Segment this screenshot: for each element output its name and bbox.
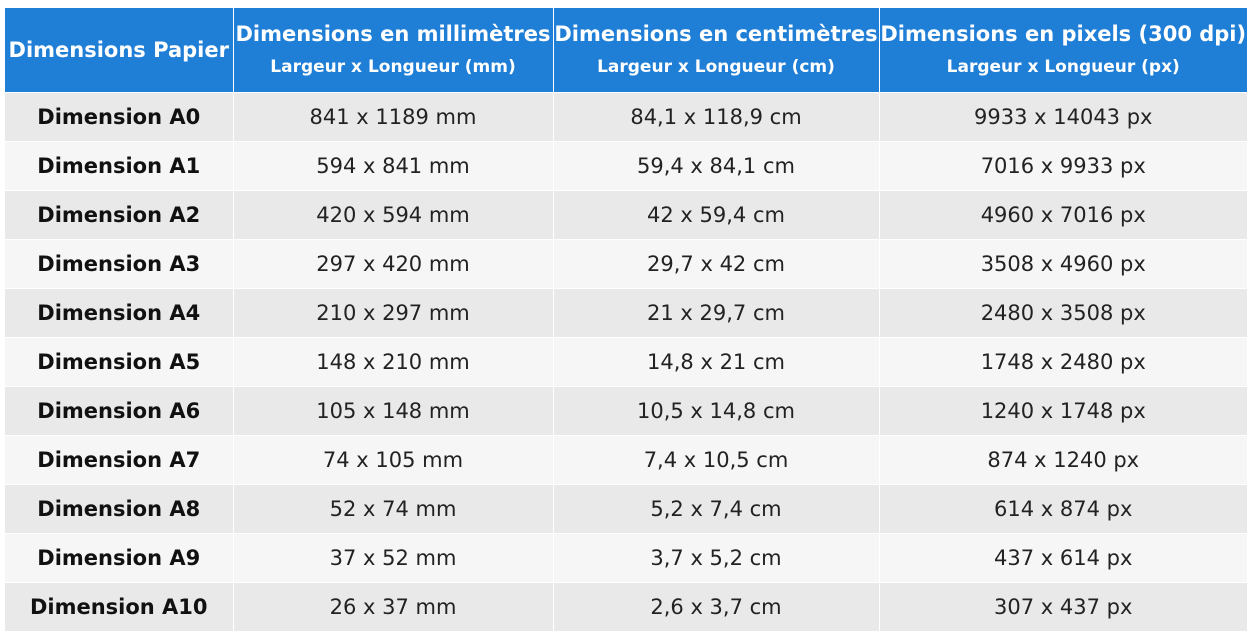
paper-size-name: Dimension A0 — [5, 92, 234, 142]
table-row: Dimension A9 37 x 52 mm 3,7 x 5,2 cm 437… — [5, 533, 1247, 583]
table-body: Dimension A0 841 x 1189 mm 84,1 x 118,9 … — [5, 92, 1247, 631]
size-cm: 42 x 59,4 cm — [553, 190, 880, 240]
header-pixels-subtitle: Largeur x Longueur (px) — [946, 57, 1180, 77]
size-px: 1748 x 2480 px — [879, 337, 1247, 387]
paper-size-name: Dimension A10 — [5, 582, 234, 631]
size-cm: 7,4 x 10,5 cm — [553, 435, 880, 485]
table-row: Dimension A7 74 x 105 mm 7,4 x 10,5 cm 8… — [5, 435, 1247, 485]
size-px: 874 x 1240 px — [879, 435, 1247, 485]
size-mm: 74 x 105 mm — [233, 435, 554, 485]
paper-size-name: Dimension A4 — [5, 288, 234, 338]
size-px: 1240 x 1748 px — [879, 386, 1247, 436]
size-cm: 10,5 x 14,8 cm — [553, 386, 880, 436]
header-millimeters-subtitle: Largeur x Longueur (mm) — [270, 57, 516, 77]
table-row: Dimension A0 841 x 1189 mm 84,1 x 118,9 … — [5, 92, 1247, 142]
size-cm: 29,7 x 42 cm — [553, 239, 880, 289]
paper-size-name: Dimension A7 — [5, 435, 234, 485]
size-mm: 594 x 841 mm — [233, 141, 554, 191]
header-centimeters-subtitle: Largeur x Longueur (cm) — [597, 57, 835, 77]
size-px: 9933 x 14043 px — [879, 92, 1247, 142]
paper-size-name: Dimension A2 — [5, 190, 234, 240]
size-cm: 14,8 x 21 cm — [553, 337, 880, 387]
header-millimeters-title: Dimensions en millimètres — [235, 22, 551, 46]
size-cm: 2,6 x 3,7 cm — [553, 582, 880, 631]
size-px: 437 x 614 px — [879, 533, 1247, 583]
size-cm: 5,2 x 7,4 cm — [553, 484, 880, 534]
paper-size-name: Dimension A5 — [5, 337, 234, 387]
size-px: 3508 x 4960 px — [879, 239, 1247, 289]
header-pixels: Dimensions en pixels (300 dpi) Largeur x… — [879, 8, 1247, 93]
size-mm: 52 x 74 mm — [233, 484, 554, 534]
size-px: 4960 x 7016 px — [879, 190, 1247, 240]
header-millimeters: Dimensions en millimètres Largeur x Long… — [233, 8, 554, 93]
header-centimeters: Dimensions en centimètres Largeur x Long… — [553, 8, 880, 93]
size-px: 614 x 874 px — [879, 484, 1247, 534]
size-px: 7016 x 9933 px — [879, 141, 1247, 191]
header-paper-size: Dimensions Papier — [5, 8, 234, 93]
table-row: Dimension A5 148 x 210 mm 14,8 x 21 cm 1… — [5, 337, 1247, 387]
size-cm: 59,4 x 84,1 cm — [553, 141, 880, 191]
size-mm: 420 x 594 mm — [233, 190, 554, 240]
size-mm: 210 x 297 mm — [233, 288, 554, 338]
size-cm: 84,1 x 118,9 cm — [553, 92, 880, 142]
table-row: Dimension A6 105 x 148 mm 10,5 x 14,8 cm… — [5, 386, 1247, 436]
paper-size-name: Dimension A1 — [5, 141, 234, 191]
size-px: 2480 x 3508 px — [879, 288, 1247, 338]
size-mm: 26 x 37 mm — [233, 582, 554, 631]
table-row: Dimension A8 52 x 74 mm 5,2 x 7,4 cm 614… — [5, 484, 1247, 534]
size-mm: 37 x 52 mm — [233, 533, 554, 583]
paper-size-name: Dimension A6 — [5, 386, 234, 436]
header-centimeters-title: Dimensions en centimètres — [554, 22, 878, 46]
table-row: Dimension A3 297 x 420 mm 29,7 x 42 cm 3… — [5, 239, 1247, 289]
paper-sizes-table-container: Dimensions Papier Dimensions en millimèt… — [5, 8, 1247, 631]
table-row: Dimension A4 210 x 297 mm 21 x 29,7 cm 2… — [5, 288, 1247, 338]
size-px: 307 x 437 px — [879, 582, 1247, 631]
table-row: Dimension A1 594 x 841 mm 59,4 x 84,1 cm… — [5, 141, 1247, 191]
size-mm: 105 x 148 mm — [233, 386, 554, 436]
size-mm: 148 x 210 mm — [233, 337, 554, 387]
size-mm: 297 x 420 mm — [233, 239, 554, 289]
table-header: Dimensions Papier Dimensions en millimèt… — [5, 8, 1247, 93]
paper-size-name: Dimension A8 — [5, 484, 234, 534]
size-cm: 3,7 x 5,2 cm — [553, 533, 880, 583]
paper-size-name: Dimension A3 — [5, 239, 234, 289]
size-cm: 21 x 29,7 cm — [553, 288, 880, 338]
table-row: Dimension A2 420 x 594 mm 42 x 59,4 cm 4… — [5, 190, 1247, 240]
paper-sizes-table: Dimensions Papier Dimensions en millimèt… — [5, 8, 1247, 631]
header-paper-size-label: Dimensions Papier — [8, 38, 229, 62]
header-row: Dimensions Papier Dimensions en millimèt… — [5, 8, 1247, 93]
paper-size-name: Dimension A9 — [5, 533, 234, 583]
size-mm: 841 x 1189 mm — [233, 92, 554, 142]
table-row: Dimension A10 26 x 37 mm 2,6 x 3,7 cm 30… — [5, 582, 1247, 631]
header-pixels-title: Dimensions en pixels (300 dpi) — [880, 22, 1247, 46]
